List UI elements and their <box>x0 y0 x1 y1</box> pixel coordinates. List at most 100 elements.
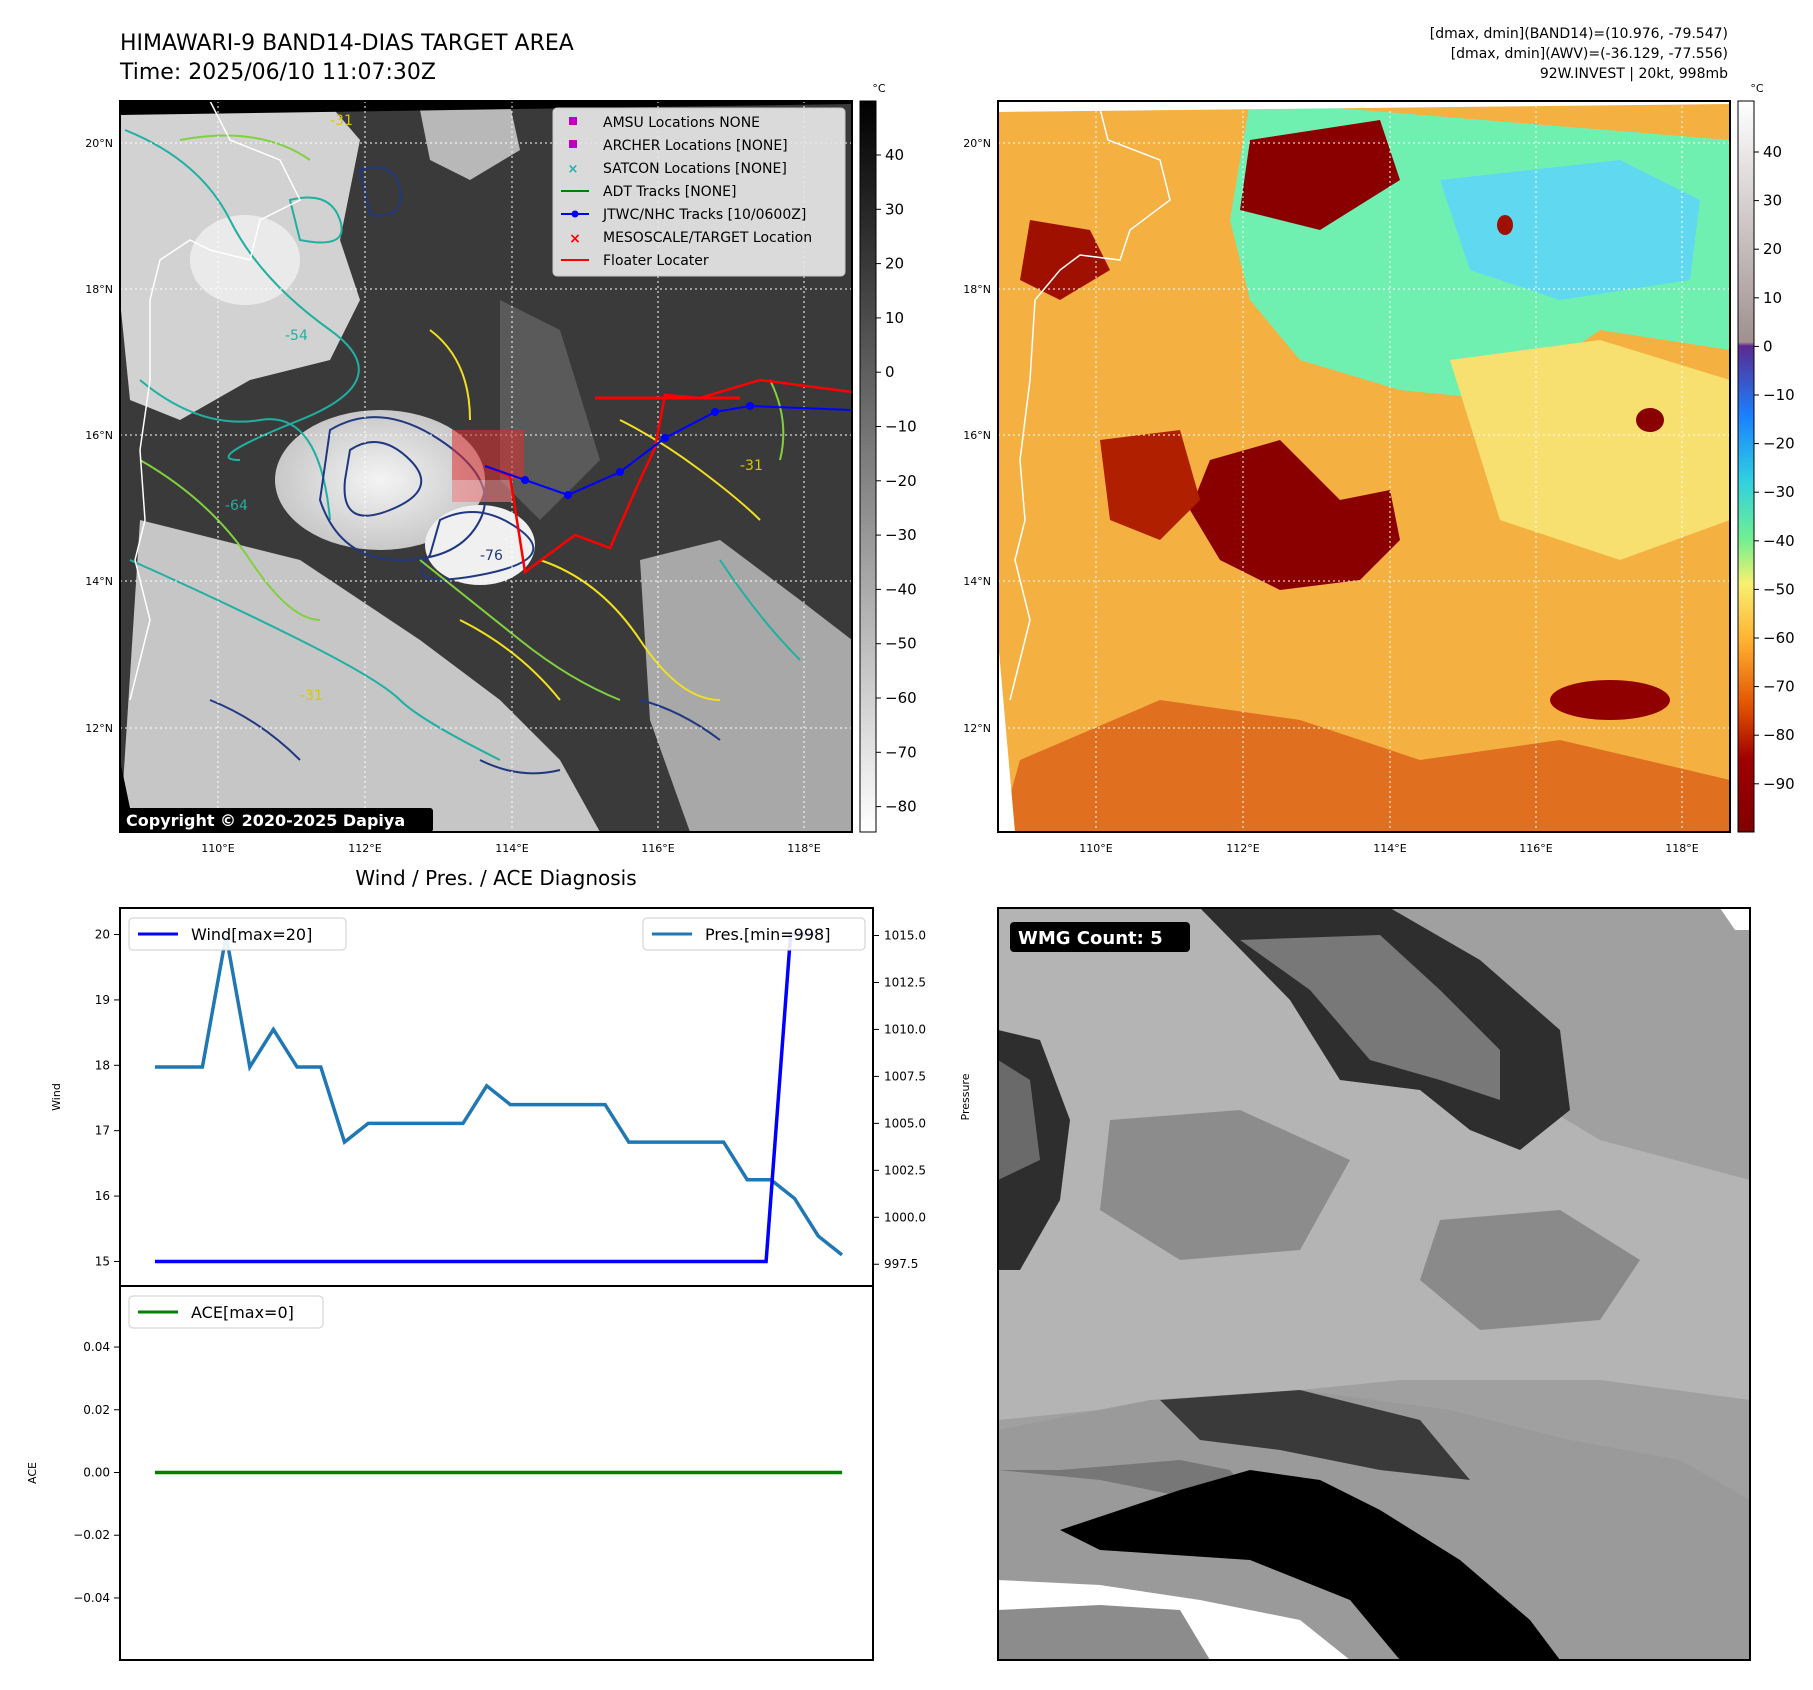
wind-legend-box <box>128 917 347 951</box>
contours <box>124 129 801 775</box>
ir-map-right <box>997 100 1731 833</box>
colorbar-unit: °C <box>1750 82 1764 95</box>
no-data <box>998 640 1015 832</box>
wmg-region <box>998 1060 1040 1180</box>
contour-label: -31 <box>300 688 323 704</box>
floater-track <box>484 378 852 575</box>
info-band14-range: [dmax, dmin](BAND14)=(10.976, -79.547) <box>1430 26 1728 42</box>
pressure-tick-label: 1012.5 <box>884 975 926 989</box>
colorbar-tick-label: −70 <box>1763 678 1795 696</box>
wmg-region <box>1240 935 1500 1100</box>
legend-label: MESOSCALE/TARGET Location <box>603 230 812 246</box>
ace-tick-label: 0.00 <box>83 1466 110 1480</box>
wmg-region <box>1420 1210 1640 1330</box>
cloud-area <box>1000 700 1730 832</box>
lon-label: 114°E <box>1373 842 1406 855</box>
colorbar-tick-label: −90 <box>1763 775 1795 793</box>
contour-label: -54 <box>285 328 308 344</box>
cloud-core <box>425 505 535 585</box>
target-box-lower <box>452 480 512 502</box>
colorbar-tick-label: −40 <box>885 580 917 598</box>
ace-tick-label: 0.02 <box>83 1403 110 1417</box>
lon-label: 116°E <box>641 842 674 855</box>
info-storm: 92W.INVEST | 20kt, 998mb <box>1540 66 1728 82</box>
lat-label: 20°N <box>85 137 113 150</box>
cloud-mass <box>640 540 852 832</box>
colorbar-tick-label: −40 <box>1763 532 1795 550</box>
coastline <box>1009 101 1171 701</box>
colorbar-tick-label: 30 <box>1763 192 1782 210</box>
colorbar-tick-label: −60 <box>885 689 917 707</box>
copyright: Copyright © 2020-2025 Dapiya <box>126 811 405 830</box>
jtwc-marker-dot <box>571 210 579 218</box>
colorbar-tick-label: −10 <box>885 418 917 436</box>
wmg-label-box <box>1010 922 1190 952</box>
lon-label: 112°E <box>1226 842 1259 855</box>
ace-tick-label: −0.04 <box>73 1591 110 1605</box>
pressure-tick-label: 1007.5 <box>884 1069 926 1083</box>
deep-convection <box>1550 680 1670 720</box>
lon-label: 116°E <box>1519 842 1552 855</box>
lat-label: 14°N <box>963 575 991 588</box>
ace-legend-label: ACE[max=0] <box>191 1303 294 1322</box>
map-grid <box>998 101 1730 832</box>
left-map-ticks: 20°N 18°N 16°N 14°N 12°N 110°E 112°E 114… <box>85 137 821 855</box>
figure-time: Time: 2025/06/10 11:07:30Z <box>119 60 436 85</box>
pressure-line <box>155 935 844 1257</box>
ace-plot: 0.04 0.02 0.00 −0.02 −0.04 ACE ACE[max=0] <box>26 1285 874 1661</box>
colorbar-tick-label: −20 <box>885 472 917 490</box>
archer-marker <box>569 140 577 148</box>
contour-label: -76 <box>480 548 503 564</box>
lon-label: 112°E <box>348 842 381 855</box>
colorbar-tick-label: −50 <box>885 635 917 653</box>
target-box <box>452 430 524 480</box>
wind-tick-label: 17 <box>95 1124 110 1138</box>
wind-pressure-plot: 20 19 18 17 16 15 1015.0 1012.5 1010.0 1007.5 100… <box>50 907 972 1287</box>
wmg-frame <box>997 907 1751 1661</box>
wind-tick-label: 19 <box>95 993 110 1007</box>
wmg-count: WMG Count: 5 <box>1018 928 1163 949</box>
contour-label: -31 <box>330 113 353 129</box>
right-map-ticks: 20°N 18°N 16°N 14°N 12°N 110°E 112°E 114… <box>963 137 1699 855</box>
pressure-tick-label: 997.5 <box>884 1257 918 1271</box>
target-marker: × <box>569 231 581 247</box>
wind-ylabel: Wind <box>50 1083 63 1111</box>
colorbar-tick-label: −60 <box>1763 629 1795 647</box>
deep-convection <box>1240 120 1400 230</box>
jtwc-track-points <box>521 402 754 499</box>
legend-label: JTWC/NHC Tracks [10/0600Z] <box>602 207 806 223</box>
wind-tick-label: 18 <box>95 1058 110 1072</box>
copyright-box <box>120 808 433 832</box>
diagnosis-title: Wind / Pres. / ACE Diagnosis <box>355 866 636 890</box>
lat-label: 20°N <box>963 137 991 150</box>
lat-label: 12°N <box>85 722 113 735</box>
ace-tick-label: −0.02 <box>73 1528 110 1542</box>
ace-tick-label: 0.04 <box>83 1340 110 1354</box>
pressure-tick-label: 1002.5 <box>884 1163 926 1177</box>
wind-line <box>155 932 815 1264</box>
pressure-legend-box <box>642 917 866 951</box>
lat-label: 18°N <box>963 283 991 296</box>
ace-ylabel: ACE <box>26 1462 39 1484</box>
lat-label: 12°N <box>963 722 991 735</box>
pressure-tick-label: 1000.0 <box>884 1210 926 1224</box>
colorbar-unit: °C <box>872 82 886 95</box>
pressure-tick-label: 1005.0 <box>884 1116 926 1130</box>
lat-label: 16°N <box>85 429 113 442</box>
amsu-marker <box>569 117 577 125</box>
colorbar-tick-label: −30 <box>885 526 917 544</box>
deep-convection <box>1497 215 1513 235</box>
colorbar-tick-label: 20 <box>885 255 904 273</box>
wind-tick-label: 16 <box>95 1189 110 1203</box>
map-frame <box>119 100 853 833</box>
deep-convection <box>1636 408 1664 432</box>
pressure-tick-label: 1010.0 <box>884 1022 926 1036</box>
colorbar-tick-label: 0 <box>885 363 895 381</box>
info-awv-range: [dmax, dmin](AWV)=(-36.129, -77.556) <box>1451 46 1728 62</box>
pressure-legend-label: Pres.[min=998] <box>705 925 830 944</box>
colorbar-tick-label: −80 <box>885 798 917 816</box>
coastline <box>129 101 302 701</box>
no-data <box>120 101 852 115</box>
contour-label: -31 <box>740 458 763 474</box>
